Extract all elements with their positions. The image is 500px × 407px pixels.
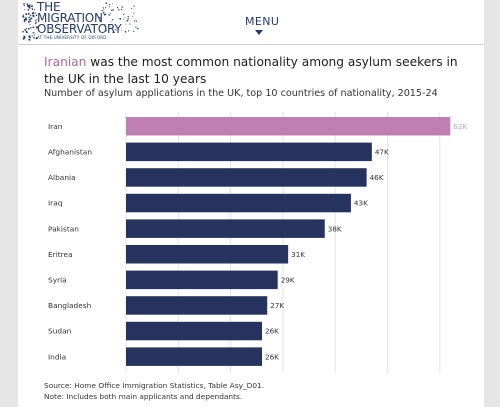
category-label: Sudan [48,327,72,336]
bar-iran[interactable] [126,117,451,136]
logo-line-2: MIGRATION [37,11,103,25]
menu-label: MENU [245,15,280,28]
bar-afghanistan[interactable] [126,142,372,162]
category-label: Iran [48,122,63,131]
bar-eritrea[interactable] [126,245,289,264]
value-label: 47K [375,147,389,156]
bar-india[interactable] [126,347,262,366]
chevron-down-icon [255,30,263,35]
title-rest: was the most common nationality among as… [44,55,458,86]
category-label: Albania [48,173,76,182]
bar-sudan[interactable] [126,321,262,341]
chart-footer: Source: Home Office Immigration Statisti… [44,380,264,402]
value-label: 62K [453,122,467,131]
category-label: Eritrea [48,250,73,259]
logo-line-1: THE [37,0,61,14]
category-label: Iraq [48,199,63,208]
note-text: Note: Includes both main applicants and … [44,392,243,401]
value-label: 46K [370,173,384,182]
value-label: 26K [265,352,279,361]
bar-pakistan[interactable] [126,219,325,238]
logo-subline: AT THE UNIVERSITY OF OXFORD [37,35,107,40]
category-label: Afghanistan [48,147,92,156]
chart-subtitle: Number of asylum applications in the UK,… [44,88,438,99]
dot-pattern-icon [22,2,139,41]
category-label: Syria [48,275,67,284]
category-label: Pakistan [48,224,79,233]
category-label: Bangladesh [48,301,92,310]
category-label: India [48,352,66,361]
bar-chart: Iran 62K Afghanistan 47K Albania 46K Iraq 43K Pa… [48,112,467,373]
chart-title: Iranian was the most common nationality … [44,54,480,88]
logo-text: THE MIGRATION OBSERVATORY AT THE UNIVERS… [37,0,122,41]
value-label: 27K [270,301,284,310]
bar-albania[interactable] [126,168,367,187]
logo-line-3: OBSERVATORY [37,22,122,36]
migration-observatory-logo[interactable]: THE MIGRATION OBSERVATORY AT THE UNIVERS… [22,0,140,42]
page: THE MIGRATION OBSERVATORY AT THE UNIVERS… [18,0,484,407]
source-text: Source: Home Office Immigration Statisti… [44,381,265,390]
value-label: 29K [281,275,295,284]
title-highlight: Iranian [44,55,87,69]
value-label: 31K [291,250,305,259]
bar-syria[interactable] [126,270,278,290]
bar-iraq[interactable] [126,193,351,213]
value-label: 43K [354,199,368,208]
bar-bangladesh[interactable] [126,296,268,315]
value-label: 38K [328,224,342,233]
value-label: 26K [265,327,279,336]
site-header: THE MIGRATION OBSERVATORY AT THE UNIVERS… [18,0,484,45]
menu-button[interactable]: MENU [245,15,280,35]
